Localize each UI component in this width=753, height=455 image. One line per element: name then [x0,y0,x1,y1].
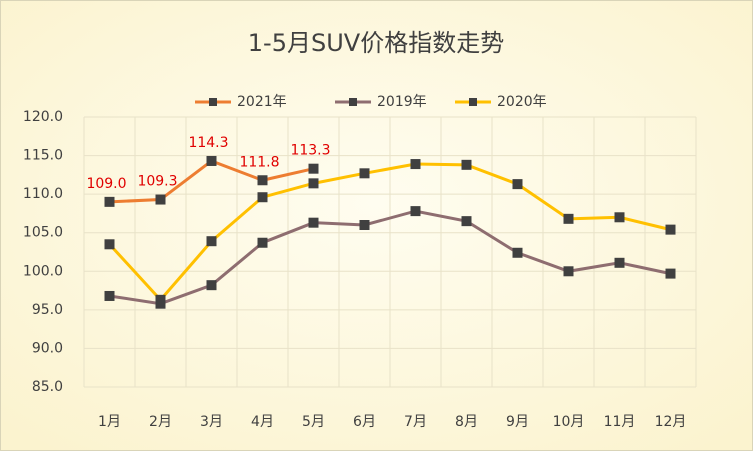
legend-label: 2021年 [237,94,287,110]
x-tick-label: 3月 [200,414,223,430]
x-tick-label: 4月 [251,414,274,430]
x-tick-label: 9月 [506,414,529,430]
y-tick-label: 115.0 [23,148,63,164]
marker [563,266,574,277]
data-label: 111.8 [239,154,279,170]
marker [155,294,166,305]
legend-label: 2019年 [377,94,427,110]
series-line [108,162,671,303]
data-label: 114.3 [188,135,228,151]
x-tick-label: 10月 [553,414,585,430]
marker [665,268,676,279]
marker [104,290,115,301]
y-tick-label: 85.0 [32,379,63,395]
data-label: 109.3 [137,174,177,190]
marker [410,206,421,217]
marker [410,159,421,170]
marker [461,216,472,227]
marker [308,178,319,189]
marker [257,175,268,186]
marker [104,239,115,250]
marker [257,237,268,248]
y-tick-label: 110.0 [23,186,63,202]
marker [308,217,319,228]
x-tick-label: 6月 [353,414,376,430]
y-tick-label: 120.0 [23,109,63,125]
x-tick-label: 1月 [98,414,121,430]
legend-marker [209,98,217,106]
data-label: 113.3 [290,143,330,159]
marker [665,224,676,235]
marker [512,179,523,190]
marker [206,155,217,166]
legend-marker [469,98,477,106]
series-line [109,209,671,306]
y-tick-label: 100.0 [23,263,63,279]
x-tick-label: 2月 [149,414,172,430]
x-tick-label: 11月 [604,414,636,430]
marker [308,163,319,174]
y-tick-label: 90.0 [32,340,63,356]
marker [155,194,166,205]
chart-title: 1-5月SUV价格指数走势 [248,29,504,57]
marker [359,220,370,230]
marker [206,280,217,291]
marker [104,196,115,207]
y-tick-label: 95.0 [32,302,63,318]
x-tick-label: 12月 [655,414,687,430]
legend-label: 2020年 [497,94,547,110]
marker [359,168,370,179]
marker [614,212,625,223]
x-tick-label: 7月 [404,414,427,430]
marker [512,247,523,258]
marker [563,213,574,224]
marker [461,159,472,170]
marker [257,192,268,203]
x-tick-label: 5月 [302,414,325,430]
x-tick-label: 8月 [455,414,478,430]
marker [614,257,625,268]
y-tick-label: 105.0 [23,225,63,241]
data-label: 109.0 [86,176,126,192]
legend-marker [349,98,357,106]
marker [206,236,217,247]
